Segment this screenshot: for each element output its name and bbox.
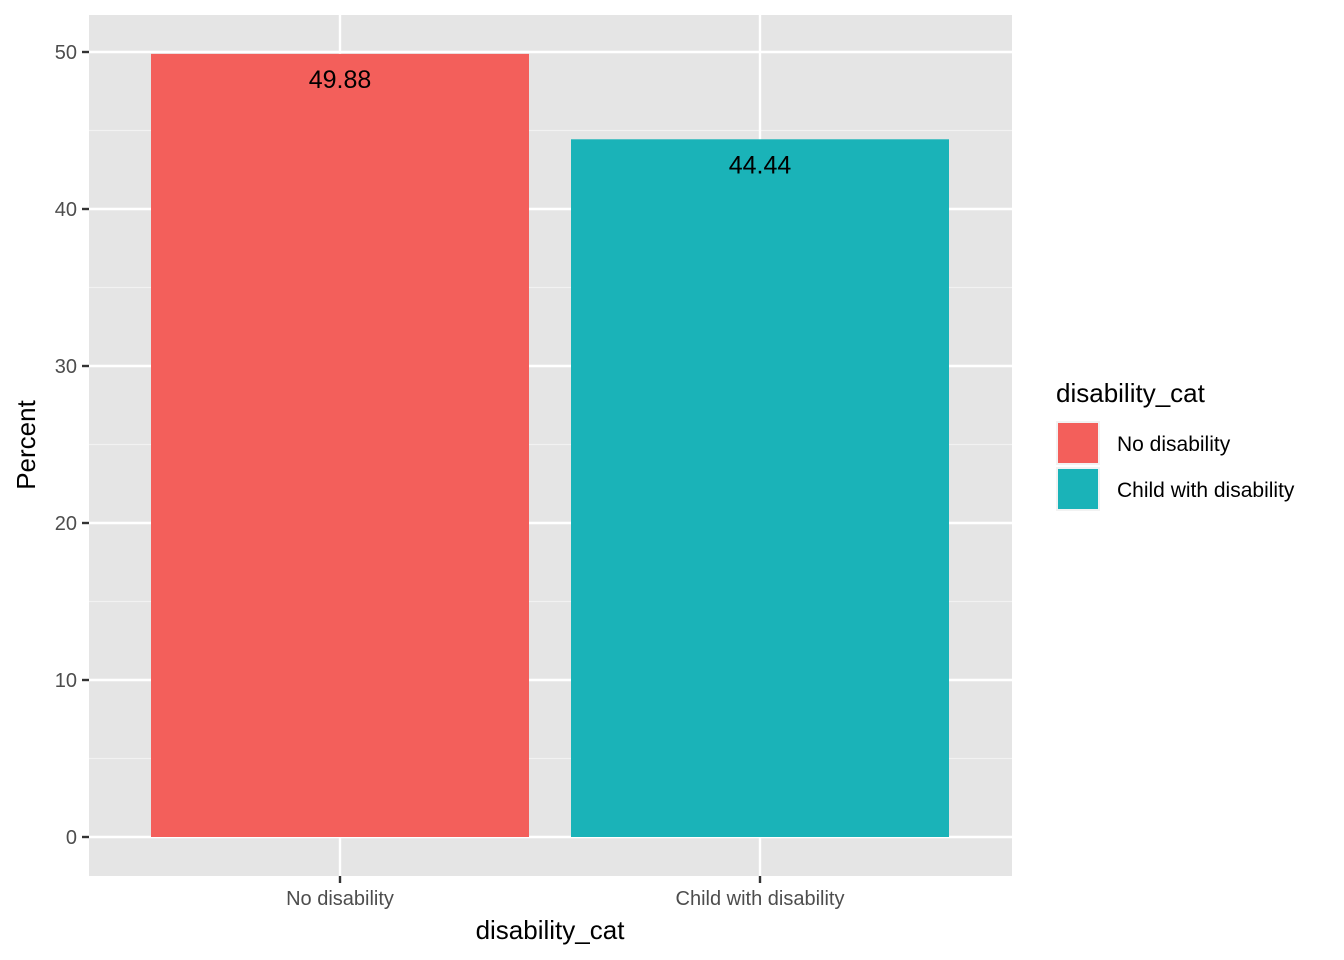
data-labels-group: 49.88 44.44 xyxy=(309,66,792,179)
y-tick-label: 50 xyxy=(55,42,77,64)
legend: disability_cat No disability Child with d… xyxy=(1056,378,1295,511)
legend-label: Child with disability xyxy=(1117,479,1295,502)
legend-swatch xyxy=(1058,469,1098,509)
y-axis-title: Percent xyxy=(11,399,41,489)
legend-title: disability_cat xyxy=(1056,378,1206,408)
bar-data-label: 44.44 xyxy=(729,151,792,179)
bar xyxy=(571,139,949,838)
x-tick-label: No disability xyxy=(286,888,394,910)
x-tick-label: Child with disability xyxy=(676,888,845,910)
y-tick-label: 40 xyxy=(55,199,77,221)
bars-group xyxy=(151,53,949,838)
y-tick-label: 20 xyxy=(55,513,77,535)
x-axis-title: disability_cat xyxy=(476,915,626,945)
legend-items: No disability Child with disability xyxy=(1056,421,1295,511)
bar-data-label: 49.88 xyxy=(309,66,372,94)
bar xyxy=(151,53,529,838)
y-tick-label: 30 xyxy=(55,356,77,378)
legend-swatch xyxy=(1058,423,1098,463)
y-axis: 0 10 20 30 40 50 xyxy=(55,42,89,849)
y-tick-label: 0 xyxy=(66,827,77,849)
y-tick-label: 10 xyxy=(55,670,77,692)
x-axis: No disability Child with disability xyxy=(286,876,844,910)
legend-label: No disability xyxy=(1117,433,1231,456)
